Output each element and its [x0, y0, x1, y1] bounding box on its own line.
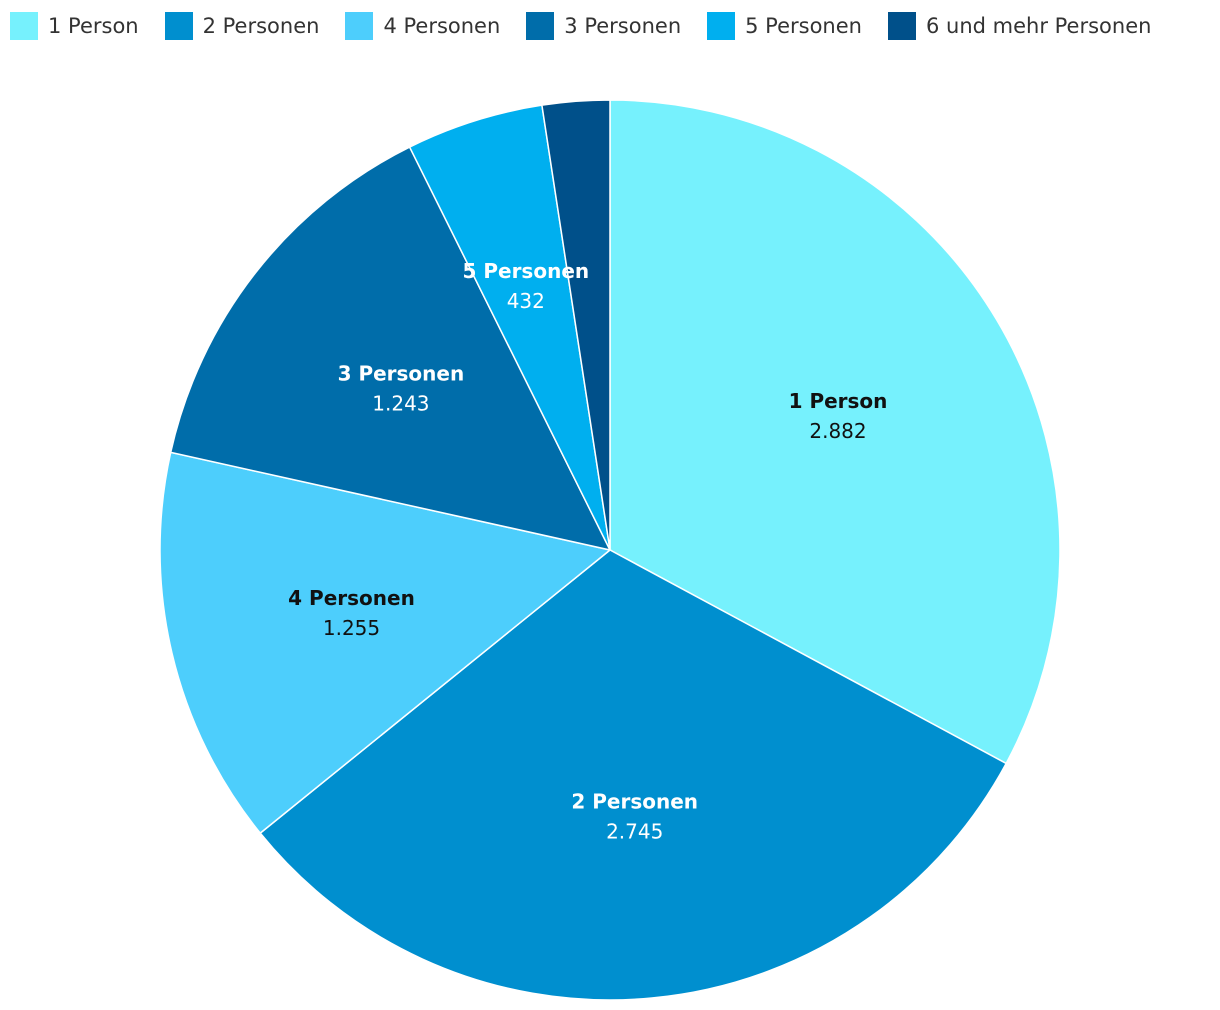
legend-item-6-und-mehr-personen: 6 und mehr Personen [887, 12, 1152, 40]
pie-labels: 1 Person 2.882 2 Personen 2.745 4 Personen 1.… [288, 259, 887, 843]
legend-item-3-personen: 3 Personen [526, 12, 681, 40]
slice-label-value-1-person: 2.882 [809, 419, 866, 443]
legend-swatch-4-personen [345, 12, 374, 40]
pie-slice-4-personen [159, 451, 612, 835]
legend-item-5-personen: 5 Personen [707, 12, 862, 40]
legend-swatch-5-personen [707, 12, 736, 40]
legend-swatch-1-person [10, 12, 38, 40]
slice-label-value-3-personen: 1.243 [372, 391, 429, 415]
slice-label-name-2-personen: 2 Personen [571, 789, 698, 813]
chart-legend: 1 Person 2 Personen 4 Personen 3 Persone… [10, 8, 1151, 44]
pie-slice-1-person [609, 99, 1061, 765]
legend-swatch-3-personen [526, 12, 555, 40]
slice-label-value-4-personen: 1.255 [323, 616, 380, 640]
legend-item-2-personen: 2 Personen [164, 12, 320, 40]
pie-slice-3-personen [169, 146, 612, 552]
legend-label-5-personen: 5 Personen [745, 14, 862, 38]
legend-label-1-person: 1 Person [48, 14, 139, 38]
legend-item-4-personen: 4 Personen [345, 12, 500, 40]
pie-slice-2-personen [259, 549, 1008, 1001]
slice-label-name-4-personen: 4 Personen [288, 586, 415, 610]
slice-label-name-5-personen: 5 Personen [462, 259, 589, 283]
pie-slice-6-und-mehr-personen [541, 99, 611, 551]
slice-label-name-3-personen: 3 Personen [338, 361, 465, 385]
legend-label-4-personen: 4 Personen [383, 14, 501, 38]
slice-label-value-5-personen: 432 [507, 289, 545, 313]
legend-swatch-6-und-mehr-personen [887, 12, 916, 40]
pie-slices [159, 99, 1061, 1001]
legend-label-3-personen: 3 Personen [564, 14, 682, 38]
slice-label-value-2-personen: 2.745 [606, 819, 663, 843]
legend-label-2-personen: 2 Personen [202, 14, 320, 38]
slice-label-name-1-person: 1 Person [789, 389, 888, 413]
legend-item-1-person: 1 Person [10, 12, 139, 40]
legend-swatch-2-personen [164, 12, 193, 40]
legend-label-6-und-mehr-personen: 6 und mehr Personen [925, 14, 1152, 38]
